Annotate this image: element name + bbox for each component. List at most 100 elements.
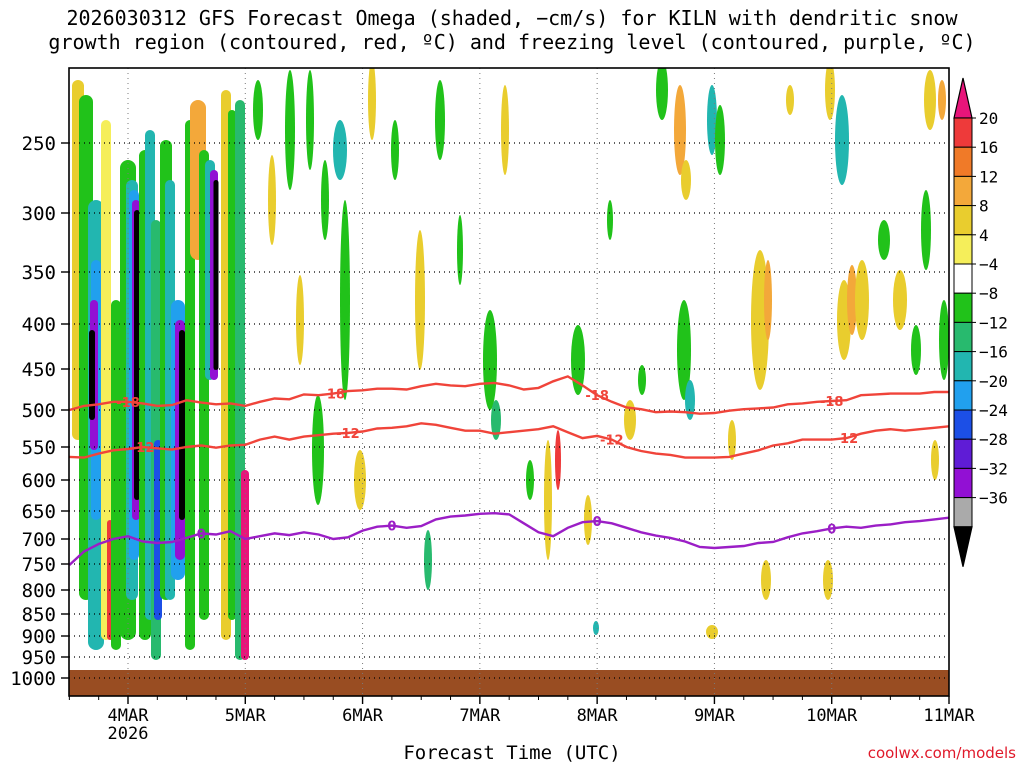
contour-label: -12 <box>131 441 155 456</box>
omega-shade-cell <box>878 220 890 260</box>
contour-line-neg18 <box>69 375 949 415</box>
omega-shade-cell <box>685 380 695 420</box>
omega-shade-cell <box>544 440 552 560</box>
omega-shade-cell <box>213 180 219 370</box>
colorbar-segment <box>953 438 973 469</box>
title-line-2: growth region (contoured, red, ºC) and f… <box>48 30 976 54</box>
omega-shade-cell <box>624 400 636 440</box>
omega-shade-cell <box>285 70 295 190</box>
colorbar-segment <box>953 497 973 528</box>
x-tick-label: 11MAR <box>923 706 975 726</box>
colorbar-label: 20 <box>979 109 998 128</box>
omega-shade-cell <box>268 155 276 245</box>
y-tick-label: 400 <box>22 314 56 336</box>
colorbar-segment <box>953 146 973 177</box>
contour-line-neg12 <box>69 422 949 459</box>
omega-shade-cell <box>786 85 794 115</box>
omega-shade-cell <box>674 85 686 175</box>
omega-shade-cell <box>457 215 463 285</box>
colorbar-segment <box>953 321 973 353</box>
colorbar-segment <box>953 263 973 294</box>
omega-shade-cell <box>761 560 771 600</box>
y-tick-label: 350 <box>22 262 56 284</box>
omega-shade-cell <box>681 160 691 200</box>
contour-label: -12 <box>600 434 624 449</box>
x-axis-title: Forecast Time (UTC) <box>403 742 621 764</box>
y-tick-label: 650 <box>22 501 56 523</box>
omega-shade-cell <box>179 330 185 520</box>
omega-shading <box>72 68 949 660</box>
omega-shade-cell <box>584 495 592 545</box>
contour-lines: -18 -18 -18 -18 -12 -12 -12 -12 0 0 0 0 <box>69 375 949 566</box>
contour-label: -18 <box>322 388 346 403</box>
credit-text: coolwx.com/models <box>867 744 1016 762</box>
omega-shade-cell <box>391 120 399 180</box>
ground-surface <box>69 670 949 696</box>
omega-shade-cell <box>571 325 585 395</box>
colorbar-label: −32 <box>979 459 1008 478</box>
colorbar-label: −8 <box>979 284 998 303</box>
omega-shade-cell <box>483 310 497 410</box>
omega-shade-cell <box>368 68 376 140</box>
colorbar-segment <box>953 175 973 207</box>
omega-shade-cell <box>939 300 949 380</box>
colorbar-label: 4 <box>979 226 989 245</box>
colorbar-segment <box>953 409 973 440</box>
x-tick-label: 9MAR <box>694 706 736 726</box>
omega-shade-cell <box>340 200 350 400</box>
y-tick-label: 500 <box>22 400 56 422</box>
y-tick-label: 900 <box>22 626 56 648</box>
omega-shade-cell <box>253 80 263 140</box>
y-tick-label: 1000 <box>10 668 56 690</box>
omega-shade-cell <box>707 85 717 155</box>
colorbar-label: −24 <box>979 401 1008 420</box>
y-tick-label: 250 <box>22 133 56 155</box>
omega-shade-cell <box>911 325 921 375</box>
omega-shade-cell <box>101 120 111 640</box>
y-tick-label: 300 <box>22 203 56 225</box>
omega-shade-cell <box>111 300 121 650</box>
x-tick-label: 6MAR <box>342 706 384 726</box>
colorbar-segment <box>953 234 973 265</box>
omega-shade-cell <box>228 110 236 620</box>
omega-shade-cell <box>354 450 366 510</box>
x-tick-label: 4MAR <box>108 706 150 726</box>
contour-label: 0 <box>593 515 602 530</box>
omega-shade-cell <box>924 70 936 130</box>
omega-shade-cell <box>825 68 835 120</box>
colorbar-label: 8 <box>979 197 989 216</box>
colorbar-label: 16 <box>979 138 998 157</box>
omega-shade-cell <box>555 430 561 490</box>
colorbar-segment <box>953 117 973 148</box>
omega-shade-cell <box>312 395 324 505</box>
colorbar-label: −12 <box>979 313 1008 332</box>
omega-shade-cell <box>677 300 691 400</box>
omega-shade-cell <box>415 230 425 370</box>
omega-shade-cell <box>306 70 314 170</box>
omega-shade-cell <box>823 560 833 600</box>
colorbar-label: −36 <box>979 489 1008 508</box>
contour-label: 0 <box>197 527 206 542</box>
y-tick-label: 850 <box>22 604 56 626</box>
contour-label: -18 <box>820 395 844 410</box>
omega-shade-cell <box>593 621 599 635</box>
y-axis: 2503003504004505005506006507007508008509… <box>10 133 69 690</box>
x-tick-label: 5MAR <box>225 706 267 726</box>
omega-shade-cell <box>706 625 718 639</box>
colorbar-label: 12 <box>979 167 998 186</box>
contour-label: -18 <box>116 396 140 411</box>
x-tick-label: 10MAR <box>806 706 858 726</box>
omega-shade-cell <box>241 470 249 660</box>
colorbar-segment <box>953 205 973 236</box>
chart-title: 2026030312 GFS Forecast Omega (shaded, −… <box>0 6 1024 54</box>
colorbar: 20 16 12 8 4 −4 −8 −12 −16 −20 −24 −28 −32 −36 <box>953 77 1008 567</box>
omega-shade-cell <box>333 120 347 180</box>
x-tick-sublabel: 2026 <box>108 724 149 744</box>
y-tick-label: 700 <box>22 529 56 551</box>
omega-shade-cell <box>491 400 501 440</box>
omega-shade-cell <box>501 85 509 175</box>
contour-label: -12 <box>336 427 360 442</box>
y-tick-label: 750 <box>22 554 56 576</box>
